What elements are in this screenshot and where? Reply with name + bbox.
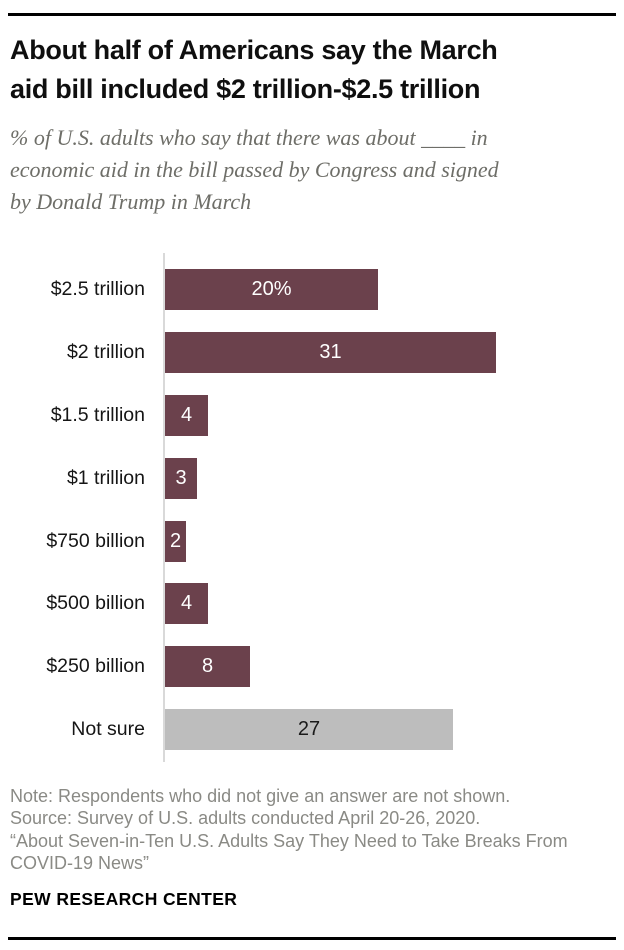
chart-title: About half of Americans say the March ai… xyxy=(10,31,610,109)
category-label: $2.5 trillion xyxy=(50,277,145,300)
brand-label: PEW RESEARCH CENTER xyxy=(10,889,238,909)
bar-area: 4 xyxy=(165,583,208,625)
report-quote-text: “About Seven-in-Ten U.S. Adults Say They… xyxy=(10,830,568,874)
top-rule xyxy=(8,13,616,16)
bar-area: 20% xyxy=(165,268,378,310)
chart-row: $500 billion 4 xyxy=(0,572,624,635)
category-label: Not sure xyxy=(71,718,145,741)
footer-notes: Note: Respondents who did not give an an… xyxy=(10,785,600,875)
bar: 4 xyxy=(165,583,208,625)
bottom-rule xyxy=(8,937,616,940)
bar: 2 xyxy=(165,520,186,562)
chart-subtitle-line-1: % of U.S. adults who say that there was … xyxy=(10,125,488,150)
bar-area: 27 xyxy=(165,709,453,751)
bar-value-label: 8 xyxy=(201,655,214,678)
chart-subtitle: % of U.S. adults who say that there was … xyxy=(10,122,610,218)
bar-area: 31 xyxy=(165,331,496,373)
bar: 3 xyxy=(165,457,197,499)
bar: 20% xyxy=(165,268,378,310)
bar-area: 3 xyxy=(165,457,197,499)
bar-area: 4 xyxy=(165,394,208,436)
bar-chart: $2.5 trillion 20% $2 trillion 31 $1.5 tr… xyxy=(0,258,624,761)
chart-title-line-1: About half of Americans say the March xyxy=(10,35,498,65)
bar: 8 xyxy=(165,646,250,688)
chart-row: $250 billion 8 xyxy=(0,635,624,698)
chart-row: $2 trillion 31 xyxy=(0,321,624,384)
bar-value-label: 20% xyxy=(251,277,292,300)
bar-value-label: 4 xyxy=(180,592,193,615)
bar-value-label: 2 xyxy=(169,529,182,552)
axis-baseline xyxy=(163,253,165,762)
category-label: $750 billion xyxy=(46,529,145,552)
bar: 4 xyxy=(165,394,208,436)
source-text: Source: Survey of U.S. adults conducted … xyxy=(10,808,481,829)
bar-value-label: 4 xyxy=(180,403,193,426)
bar-value-label: 27 xyxy=(297,718,321,741)
bar-value-label: 31 xyxy=(319,340,342,363)
bar-area: 8 xyxy=(165,646,250,688)
note-text: Note: Respondents who did not give an an… xyxy=(10,786,511,806)
category-label: $2 trillion xyxy=(66,340,145,363)
chart-row: $1.5 trillion 4 xyxy=(0,384,624,447)
category-label: $500 billion xyxy=(46,592,145,615)
chart-row: Not sure 27 xyxy=(0,698,624,761)
bar-value-label: 3 xyxy=(175,466,187,489)
chart-row: $1 trillion 3 xyxy=(0,447,624,510)
chart-row: $750 billion 2 xyxy=(0,510,624,573)
bar: 31 xyxy=(165,331,496,373)
chart-subtitle-line-2: economic aid in the bill passed by Congr… xyxy=(10,157,499,182)
category-label: $1 trillion xyxy=(66,466,145,489)
category-label: $250 billion xyxy=(46,655,145,678)
category-label: $1.5 trillion xyxy=(50,403,145,426)
chart-subtitle-line-3: by Donald Trump in March xyxy=(10,189,252,214)
chart-title-line-2: aid bill included $2 trillion-$2.5 trill… xyxy=(10,74,481,104)
bar-area: 2 xyxy=(165,520,186,562)
bar: 27 xyxy=(165,709,453,751)
chart-row: $2.5 trillion 20% xyxy=(0,258,624,321)
